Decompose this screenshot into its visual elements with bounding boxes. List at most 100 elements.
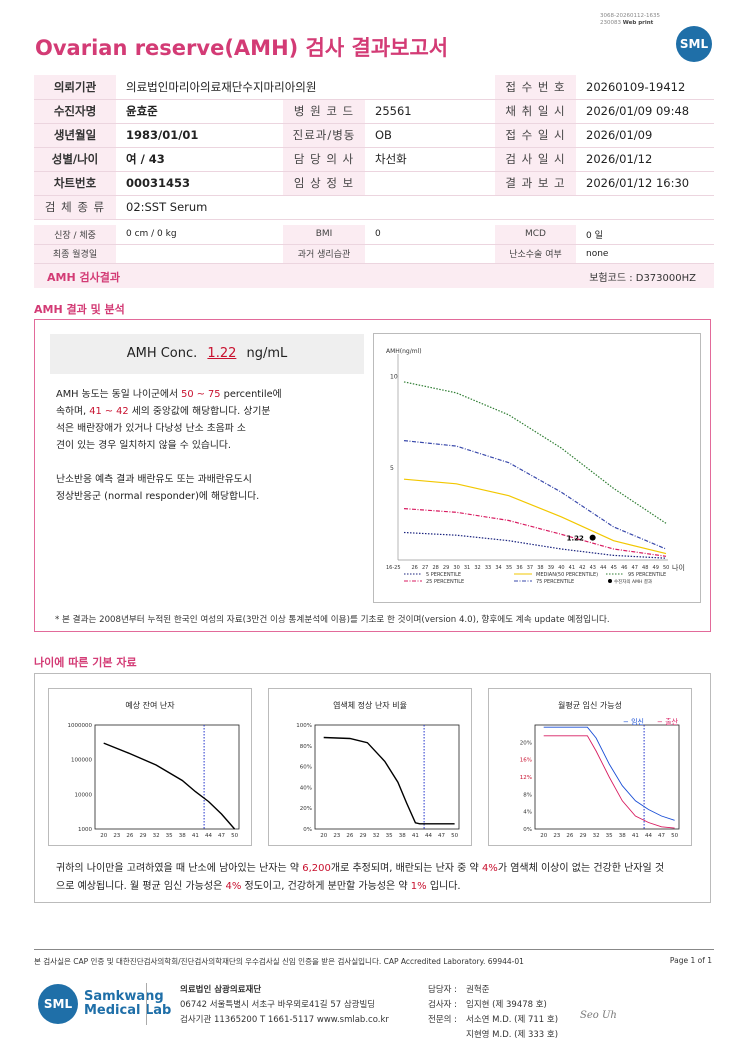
hospital-code: 25561 [365,99,495,124]
x-tick-label: 41 [569,565,575,571]
requesting-institution: 의료법인마리아의료재단수지마리아의원 [116,75,495,100]
signatories: 담당자 : 권혁준 검사자 : 임지현 (제 39478 호) 전문의 : 서소연 M… [428,985,559,1040]
conc-unit: ng/mL [246,346,288,361]
x-tick-label: 38 [399,833,406,839]
x-tick-label: 50 [451,833,458,839]
field-label: 접 수 번 호 [495,75,576,100]
handwritten-signature: Seo Uh [580,1010,617,1021]
pregnancy-chance-chart: 월평균 임신 가능성 0% 4% 8% 12% 16% 20% 20 23 26 29 32 35 38 4… [520,700,680,839]
department: OB [365,123,495,148]
field-label: 성별/나이 [34,147,116,172]
legend-label: 5 PERCENTILE [426,572,461,578]
x-tick-label: 44 [205,833,212,839]
y-tick-label: 4% [523,810,532,816]
x-tick-label: 26 [411,565,417,571]
analysis-box [34,319,711,632]
receipt-number: 20260109-19412 [576,75,714,100]
x-tick-label: 38 [179,833,186,839]
legend-label: − 출산 [657,717,679,726]
print-meta-code: 230083 [600,20,621,26]
x-tick-label: 48 [642,565,648,571]
patient-row: 의뢰기관 의료법인마리아의료재단수지마리아의원 접 수 번 호 20260109… [34,75,714,100]
y-tick-label: 12% [520,775,532,781]
collection-datetime: 2026/01/09 09:48 [576,99,714,124]
x-tick-label: 37 [527,565,533,571]
x-tick-label: 42 [579,565,585,571]
amh-percentile-chart-box: AMH(ng/ml) 5 10 16-25 26 27 28 29 30 31 32 33 34 35 36… [373,333,701,603]
x-tick-label: 43 [590,565,596,571]
x-tick-label: 32 [474,565,480,571]
x-tick-label: 40 [558,565,564,571]
x-tick-label: 32 [373,833,380,839]
field-label: 임 상 정 보 [283,171,365,196]
field-label: 과거 생리습관 [283,244,365,264]
mcd-value: 0 일 [576,225,714,245]
x-tick-label: 26 [126,833,133,839]
patient-row: 수진자명 윤효준 병 원 코 드 25561 채 취 일 시 2026/01/0… [34,99,714,124]
field-label: BMI [283,225,365,245]
percentile-range: 50 ~ 75 [181,389,221,400]
x-tick-label: 28 [432,565,438,571]
insurance-code: 보험코드 : D373000HZ [589,273,696,284]
baseline-box [34,673,711,903]
x-tick-label: 29 [140,833,147,839]
x-tick-label: 27 [422,565,428,571]
page-number: Page 1 of 1 [669,956,712,965]
y-tick-label: 20% [520,740,532,746]
field-label: 검 체 종 류 [34,195,116,220]
x-tick-label: 44 [425,833,432,839]
x-tick-label: 50 [671,833,678,839]
x-tick-label: 32 [153,833,160,839]
field-label: 차트번호 [34,171,116,196]
series-line [543,726,675,821]
x-tick-label: 23 [113,833,120,839]
conc-value: 1.22 [207,346,237,361]
x-tick-label: 30 [453,565,459,571]
result-band-title: AMH 검사결과 [47,271,120,284]
report-datetime: 2026/01/12 16:30 [576,171,714,196]
brand-name: Samkwang Medical Lab [84,989,172,1018]
specimen-type: 02:SST Serum [116,195,714,220]
x-tick-label: 35 [506,565,512,571]
lab-address: 06742 서울특별시 서초구 바우뫼로41길 57 삼광빌딩 [180,1000,376,1010]
x-tick-label: 26 [566,833,573,839]
legend-label: − 임신 [623,717,644,726]
normal-egg-ratio-chart-box: 염색체 정상 난자 비율 0% 20% 40% 60% 80% 100% 20 23 26 29 32… [268,688,472,846]
x-tick-label: 23 [553,833,560,839]
x-tick-label: 29 [443,565,449,571]
plot-frame [94,724,240,830]
x-tick-label: 49 [653,565,659,571]
field-label: 진료과/병동 [283,123,365,148]
legend-label: 75 PERCENTILE [536,579,574,585]
pregnancy-percent: 4% [225,881,242,892]
patient-name: 윤효준 [116,99,283,124]
x-tick-label: 50 [231,833,238,839]
analysis-section-title: AMH 결과 및 분석 [34,303,125,316]
x-tick-label: 41 [412,833,419,839]
x-tick-label: 35 [386,833,393,839]
legend-marker [608,579,612,583]
lmp-value [116,244,283,264]
field-label: 생년월일 [34,123,116,148]
series-line [403,508,667,557]
baseline-summary: 귀하의 나이만을 고려하였을 때 난소에 남아있는 난자는 약 6,200개로 … [56,863,665,892]
pregnancy-chance-chart-box: 월평균 임신 가능성 0% 4% 8% 12% 16% 20% 20 23 26 29 32 35 38 4… [488,688,692,846]
x-tick-label: 32 [593,833,600,839]
legend-label: MEDIAN(50 PERCENTILE) [536,572,598,578]
x-tick-label: 46 [621,565,627,571]
patient-row: 차트번호 00031453 임 상 정 보 결 과 보 고 2026/01/12… [34,171,714,196]
patient-marker-label: 1.22 [567,535,584,543]
patient-row: 신장 / 체중 0 cm / 0 kg BMI 0 MCD 0 일 [34,225,714,245]
y-tick-label: 16% [520,758,532,764]
field-label: 난소수술 여부 [495,244,576,264]
analysis-text: AMH 농도는 동일 나이군에서 50 ~ 75 percentile에 속하며… [56,389,282,502]
sml-logo: SML [676,26,712,62]
patient-row: 생년월일 1983/01/01 진료과/병동 OB 접 수 일 시 2026/0… [34,123,714,148]
expert-name-1: 서소연 M.D. (제 711 호) [466,1015,559,1025]
x-tick-label: 35 [606,833,613,839]
x-tick-label: 29 [580,833,587,839]
plot-frame [314,724,460,830]
history-value [365,244,495,264]
y-tick-label: 8% [523,792,532,798]
patient-row: 검 체 종 류 02:SST Serum [34,195,714,220]
